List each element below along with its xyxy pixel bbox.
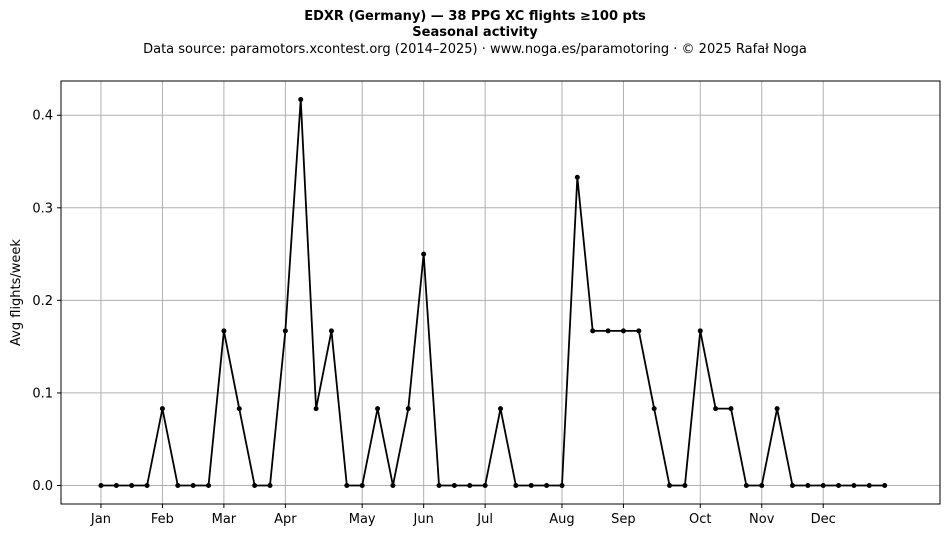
data-point <box>359 482 365 488</box>
data-point <box>98 482 104 488</box>
data-point <box>190 482 196 488</box>
data-point <box>513 482 519 488</box>
data-point <box>267 482 273 488</box>
data-point <box>113 482 119 488</box>
data-point <box>559 482 565 488</box>
data-point <box>236 406 242 412</box>
y-axis-label: Avg flights/week <box>9 239 24 346</box>
data-point <box>805 482 811 488</box>
data-point <box>774 406 780 412</box>
data-point <box>221 328 227 334</box>
data-point <box>467 482 473 488</box>
data-point <box>375 406 381 412</box>
series-line-layer <box>100 98 885 487</box>
data-point <box>421 251 427 257</box>
chart-title: EDXR (Germany) — 38 PPG XC flights ≥100 … <box>304 9 646 24</box>
data-point <box>436 482 442 488</box>
data-point <box>866 482 872 488</box>
data-point <box>697 328 703 334</box>
x-tick-label: Aug <box>549 512 574 527</box>
data-point <box>789 482 795 488</box>
x-tick-label: Mar <box>212 512 237 527</box>
data-point <box>882 482 888 488</box>
y-tick-label: 0.2 <box>32 294 53 309</box>
data-point <box>328 328 334 334</box>
data-point <box>713 406 719 412</box>
data-point <box>605 328 611 334</box>
x-tick-label: Jan <box>90 512 111 527</box>
data-point <box>344 482 350 488</box>
x-axis: Jan Feb Mar Apr May Jun Jul Aug Sep Oct Nov Dec <box>90 504 836 527</box>
y-tick-label: 0.3 <box>32 201 53 216</box>
data-point <box>159 406 165 412</box>
data-point <box>252 482 258 488</box>
plot-frame <box>60 80 941 505</box>
chart-subtitle: Seasonal activity <box>412 25 538 40</box>
data-point <box>528 482 534 488</box>
data-point <box>175 482 181 488</box>
data-point <box>836 482 842 488</box>
x-tick-label: Nov <box>749 512 775 527</box>
data-point <box>651 406 657 412</box>
data-point <box>144 482 150 488</box>
data-point <box>667 482 673 488</box>
x-tick-label: Oct <box>689 512 711 527</box>
data-point <box>482 482 488 488</box>
data-point <box>544 482 550 488</box>
data-points <box>98 97 888 488</box>
data-point <box>206 482 212 488</box>
grid-lines <box>61 81 940 504</box>
data-point <box>620 328 626 334</box>
x-tick-label: May <box>349 512 376 527</box>
data-source-note: Data source: paramotors.xcontest.org (20… <box>143 42 807 57</box>
x-tick-label: Feb <box>151 512 174 527</box>
data-point <box>851 482 857 488</box>
x-tick-label: Jun <box>413 512 434 527</box>
y-tick-label: 0.1 <box>32 386 53 401</box>
data-point <box>298 97 304 103</box>
data-point <box>451 482 457 488</box>
data-point <box>390 482 396 488</box>
series-line <box>100 98 885 487</box>
data-point <box>728 406 734 412</box>
y-tick-label: 0.0 <box>32 479 53 494</box>
data-point <box>743 482 749 488</box>
data-point <box>405 406 411 412</box>
data-point <box>574 174 580 180</box>
x-tick-label: Apr <box>274 512 297 527</box>
data-point <box>313 406 319 412</box>
data-point <box>759 482 765 488</box>
data-point <box>282 328 288 334</box>
data-point <box>820 482 826 488</box>
x-tick-label: Sep <box>611 512 636 527</box>
data-point <box>498 406 503 412</box>
x-tick-label: Jul <box>476 512 493 527</box>
data-point <box>129 482 135 488</box>
data-point <box>590 328 596 334</box>
data-point <box>682 482 688 488</box>
y-axis: 0.0 0.1 0.2 0.3 0.4 <box>32 109 61 494</box>
y-tick-label: 0.4 <box>32 109 53 124</box>
x-tick-label: Dec <box>811 512 836 527</box>
data-point <box>636 328 642 334</box>
